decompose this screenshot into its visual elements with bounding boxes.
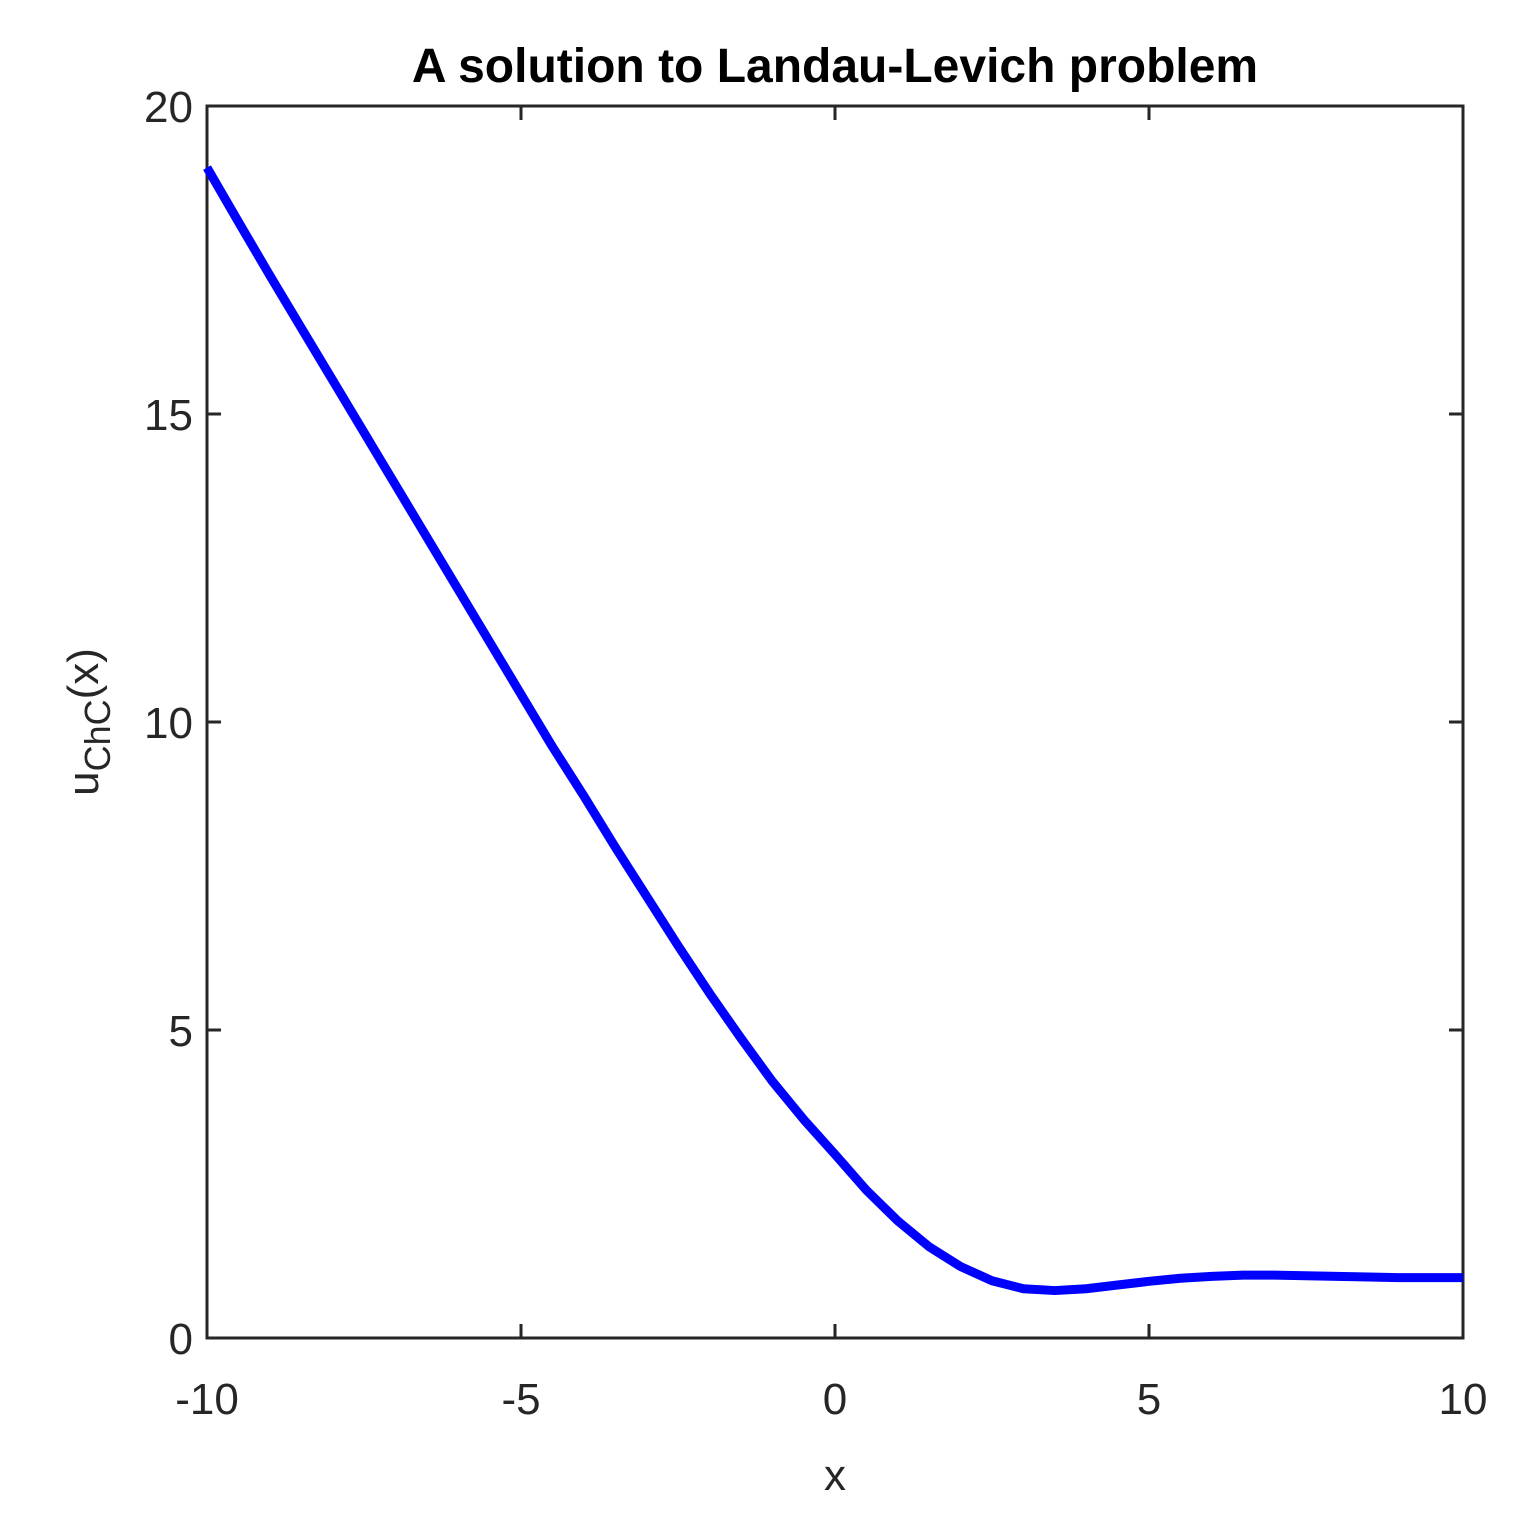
x-tick-label: 5 bbox=[1137, 1375, 1161, 1424]
y-label-suffix: (x) bbox=[59, 648, 108, 699]
y-tick-label: 0 bbox=[169, 1315, 193, 1364]
chart-title: A solution to Landau-Levich problem bbox=[412, 40, 1258, 93]
y-label-subscript: ChC bbox=[77, 699, 118, 771]
y-tick-label: 5 bbox=[169, 1007, 193, 1056]
x-tick-label: -10 bbox=[175, 1375, 239, 1424]
x-tick-label: -5 bbox=[501, 1375, 540, 1424]
data-line bbox=[203, 165, 1463, 1296]
y-tick-label: 20 bbox=[144, 83, 193, 132]
y-tick-label: 10 bbox=[144, 699, 193, 748]
y-label-base: u bbox=[59, 771, 108, 795]
y-tick-label: 15 bbox=[144, 391, 193, 440]
x-tick-label: 10 bbox=[1439, 1375, 1488, 1424]
x-axis-label: x bbox=[824, 1451, 846, 1500]
y-axis-label: uChC(x) bbox=[59, 648, 118, 796]
x-tick-label: 0 bbox=[823, 1375, 847, 1424]
